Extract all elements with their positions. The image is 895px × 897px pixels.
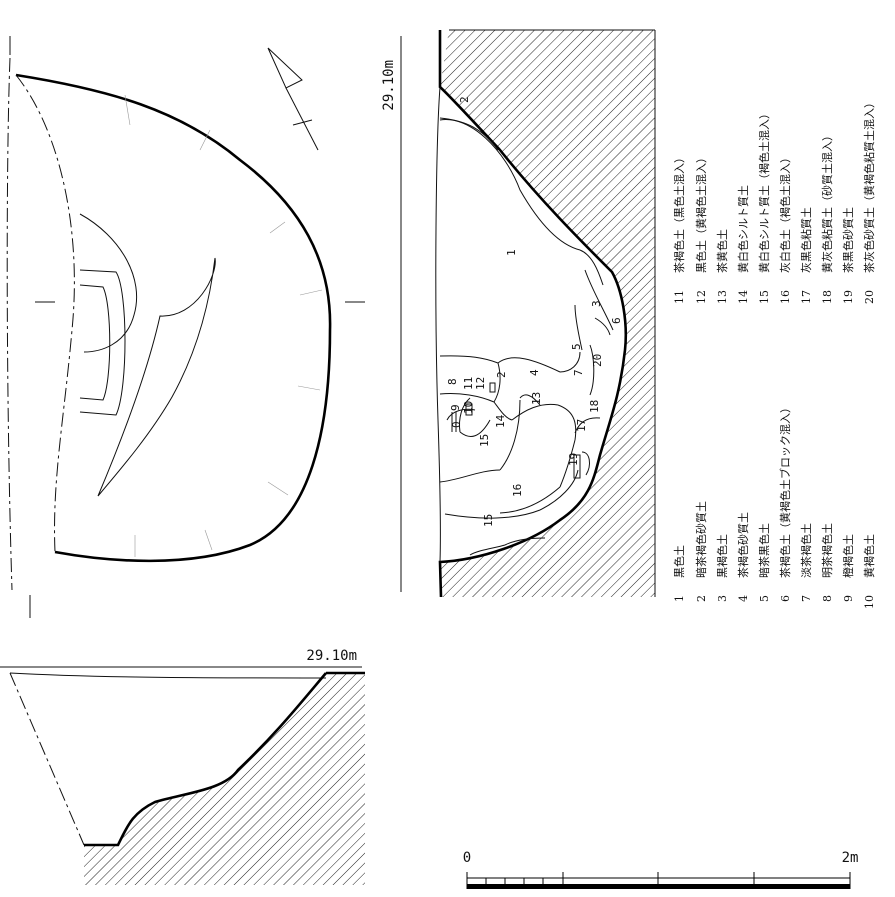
legend-description: 黄灰色粘質土（砂質土混入） [820, 130, 834, 273]
legend-number: 5 [758, 595, 771, 602]
legend-number: 14 [737, 290, 750, 304]
layer-number-labels: 2 1 3 6 5 7 4 2 20 8 11 12 13 9 10 0 17 … [446, 96, 623, 527]
legend-description: 淡茶褐色土 [799, 523, 813, 578]
legend: 1 黒色土 2 暗茶褐色砂質土 3 黒褐色土 4 茶褐色砂質土 5 暗茶黒色土 6 茶褐色土（黄褐色土… [672, 97, 876, 609]
legend-number: 10 [863, 595, 876, 609]
legend-number: 11 [673, 290, 686, 304]
legend-number: 2 [695, 595, 708, 602]
plan-contour-4 [97, 257, 216, 497]
legend-number: 7 [800, 595, 813, 602]
layer-boundaries [439, 117, 614, 556]
layer-label: 2 [495, 371, 508, 378]
plan-contour-2 [79, 269, 126, 416]
layer-label: 9 [449, 404, 462, 411]
layer-label: 5 [570, 343, 583, 350]
legend-number: 15 [758, 290, 771, 304]
legend-number: 3 [716, 595, 729, 602]
scale-ticks [466, 872, 851, 889]
ground-hatch-main [440, 30, 655, 597]
legend-number: 16 [779, 290, 792, 304]
ground-hatch-bottom [84, 673, 365, 885]
legend-description: 茶灰色砂質土（黄褐色粘質土混入） [862, 97, 876, 273]
north-arrow-icon [267, 47, 319, 151]
legend-description: 黄白色シルト質土 [736, 185, 750, 273]
legend-description: 茶黄色土 [715, 229, 729, 273]
scale-label-start: 0 [463, 850, 471, 866]
layer-label: 17 [575, 419, 588, 432]
plan-contour-1 [79, 213, 138, 353]
legend-description: 茶黒色砂質土 [841, 207, 855, 273]
legend-number: 13 [716, 290, 729, 304]
legend-description: 黄白色シルト質土（褐色土混入） [757, 108, 771, 273]
legend-description: 茶褐色土（黒色土混入） [672, 152, 686, 273]
layer-label: 6 [610, 317, 623, 324]
layer-label: 14 [494, 414, 507, 428]
plan-view [6, 36, 365, 618]
legend-description: 灰黒色粘質土 [799, 207, 813, 273]
layer-label: 18 [588, 400, 601, 413]
legend-description: 黒色土 [672, 545, 686, 578]
layer-label: 8 [446, 378, 459, 385]
west-wall-dashed [9, 672, 85, 846]
legend-description: 明茶褐色土 [820, 523, 834, 578]
layer-label: 15 [478, 434, 491, 447]
layer-label: 1 [505, 249, 518, 256]
layer-label: 7 [572, 369, 585, 376]
fill-surface [435, 86, 441, 563]
scale-label-end: 2m [842, 850, 859, 866]
plan-reference-line [6, 57, 13, 591]
legend-description: 黄褐色土 [862, 534, 876, 578]
pit-profile-bottom [84, 672, 327, 847]
legend-number: 1 [673, 595, 686, 602]
scale-bar-solid [467, 884, 850, 889]
legend-number: 17 [800, 290, 813, 304]
layer-label: 10 [462, 401, 475, 414]
legend-description: 灰白色土（褐色土混入） [778, 152, 792, 273]
surface-line-bottom [9, 672, 327, 679]
layer-label: 11 [462, 377, 475, 390]
layer-label: 16 [511, 484, 524, 497]
layer-label: 3 [590, 300, 603, 307]
legend-number: 8 [821, 595, 834, 602]
bottom-section-view: 29.10m [0, 648, 365, 885]
elevation-label-top: 29.10m [381, 60, 397, 111]
legend-description: 黒色土（黄褐色土混入） [694, 152, 708, 273]
legend-number: 19 [842, 290, 855, 304]
plan-contour-3 [79, 284, 111, 401]
elevation-label-bottom: 29.10m [306, 648, 357, 664]
legend-description: 暗茶褐色砂質土 [694, 501, 708, 578]
plan-slope-ticks [124, 94, 323, 557]
pit-boundary-main [438, 30, 628, 598]
layer-label: 4 [528, 369, 541, 376]
legend-description: 黒褐色土 [715, 534, 729, 578]
layer-label: 19 [567, 453, 580, 466]
pit-edge-dashed [15, 74, 75, 553]
scale-bar: 0 2m [463, 850, 859, 889]
layer-label: 20 [591, 354, 604, 367]
legend-description: 茶褐色土（黄褐色土ブロック混入） [778, 402, 792, 578]
legend-description: 暗茶黒色土 [757, 523, 771, 578]
legend-number: 6 [779, 595, 792, 602]
layer-label: 15 [482, 514, 495, 527]
legend-description: 茶褐色砂質土 [736, 512, 750, 578]
layer-label: 13 [530, 392, 543, 405]
legend-number: 20 [863, 290, 876, 304]
legend-number: 12 [695, 290, 708, 304]
legend-number: 18 [821, 290, 834, 304]
layer-label: 12 [474, 377, 487, 390]
layer-label: 2 [458, 96, 471, 103]
pit-outline [15, 73, 332, 563]
legend-description: 橙褐色土 [841, 534, 855, 578]
legend-number: 9 [842, 595, 855, 602]
legend-number: 4 [737, 595, 750, 602]
layer-label: 0 [450, 421, 463, 428]
main-section-view: 29.10m [381, 29, 656, 598]
